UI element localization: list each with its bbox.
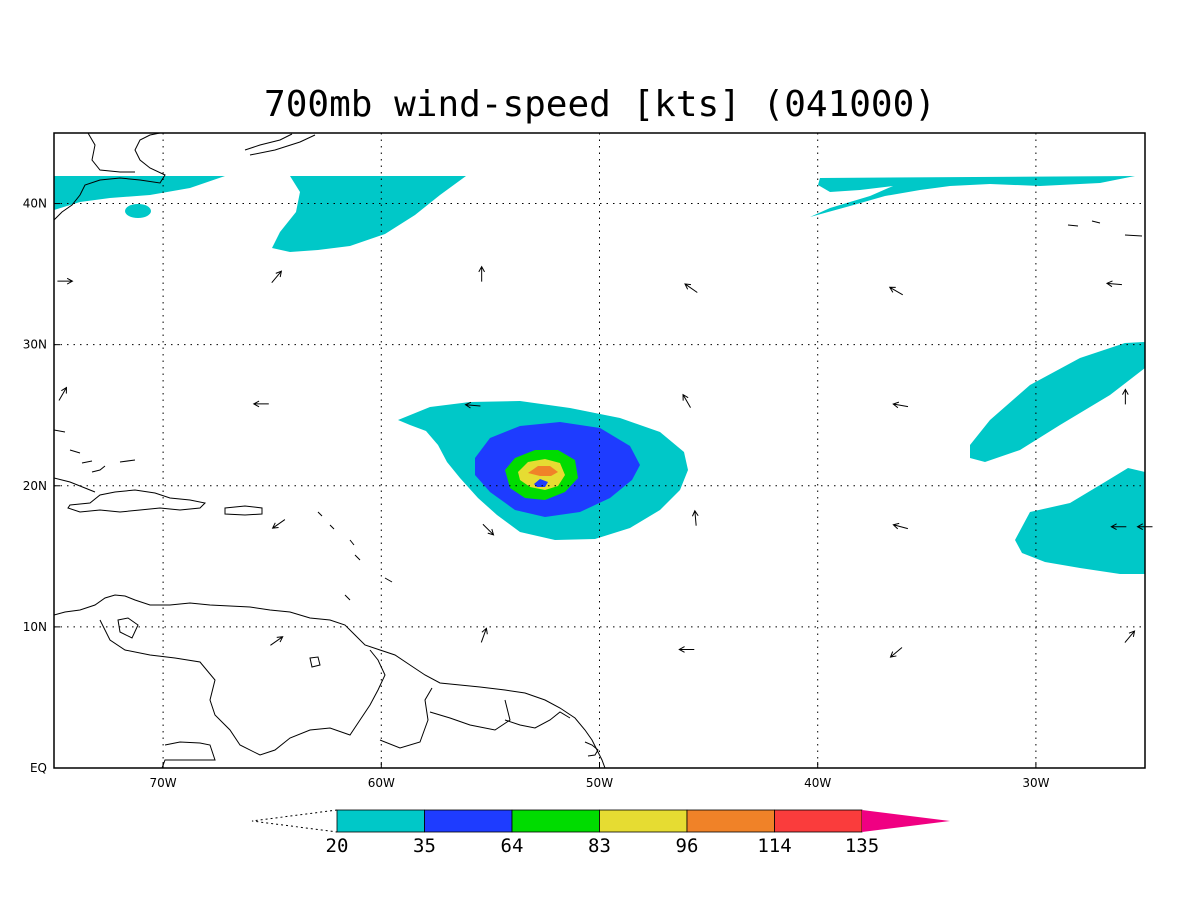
contour-35-kts-eye [534, 479, 548, 487]
contour-20-kts-northeast [810, 176, 1135, 217]
colorbar-segment [774, 809, 863, 833]
coastline-hispaniola [67, 489, 207, 513]
coastline-north-america [54, 133, 166, 221]
wind-vector-arrow [58, 386, 67, 401]
colorbar-label: 96 [676, 835, 699, 857]
wind-vector-arrow [464, 401, 481, 409]
lon-tick-label: 70W [150, 776, 177, 790]
wind-vector-arrow [480, 627, 488, 643]
coastline-puerto-rico [224, 505, 263, 516]
coastline-colombia [161, 741, 216, 768]
coastline-new-england [87, 133, 135, 173]
wind-contours [54, 176, 1145, 574]
wind-vector-arrow [478, 265, 485, 282]
coastline-azores [1067, 220, 1143, 237]
wind-vector-arrow [684, 283, 698, 293]
axis-ticks: 70W 60W 50W 40W 30W EQ 10N 20N 30N 40N [23, 197, 1050, 790]
wind-vector-arrow [1105, 280, 1122, 288]
colorbar-label: 35 [413, 835, 436, 857]
wind-vector-arrow [1124, 630, 1136, 643]
wind-vector-arrow [889, 647, 903, 658]
coastline-nova-scotia [244, 133, 316, 156]
lon-tick-label: 40W [804, 776, 831, 790]
colorbar: 20 35 64 83 96 114 135 [251, 809, 950, 857]
lat-tick-label: EQ [30, 761, 47, 775]
wind-vector-arrow [691, 509, 699, 526]
contour-20-kts-east-lower [1015, 468, 1145, 574]
plot-area [54, 133, 1145, 768]
lat-tick-label: 30N [23, 338, 47, 352]
wind-vector-arrow [57, 277, 74, 285]
colorbar-upper-triangle [862, 810, 950, 832]
coastline-venezuela-interior [99, 619, 386, 756]
colorbar-segment [599, 809, 688, 833]
lon-tick-label: 60W [368, 776, 395, 790]
lon-tick-label: 30W [1022, 776, 1049, 790]
wind-vector-arrow [271, 519, 286, 529]
wind-vector-arrow [252, 400, 269, 408]
colorbar-label: 83 [588, 835, 611, 857]
coastline-amazon-delta [584, 741, 599, 757]
lat-tick-label: 40N [23, 197, 47, 211]
colorbar-label: 114 [757, 835, 791, 857]
colorbar-segment [511, 809, 600, 833]
colorbar-label: 20 [326, 835, 349, 857]
wind-vector-arrow [1122, 388, 1129, 405]
coastline-lake-maracaibo [117, 617, 139, 639]
wind-vector-arrow [682, 393, 691, 408]
colorbar-label: 64 [501, 835, 524, 857]
map-title: 700mb wind-speed [kts] (041000) [264, 84, 936, 125]
colorbar-segment [686, 809, 775, 833]
lat-tick-label: 10N [23, 620, 47, 634]
contour-20-kts-northwest [54, 176, 225, 210]
coastlines [54, 133, 1143, 768]
colorbar-segment [424, 809, 513, 833]
colorbar-lower-triangle [251, 809, 338, 833]
colorbar-label: 135 [845, 835, 879, 857]
coastline-cuba [54, 465, 106, 493]
wind-vector-arrow [888, 286, 903, 296]
wind-vector-arrow [482, 523, 495, 536]
contour-96-kts [528, 466, 558, 476]
colorbar-segment [336, 809, 425, 833]
coastline-trinidad [309, 656, 321, 668]
wind-vector-arrow [892, 522, 908, 530]
contour-20-kts-north-center [272, 176, 466, 252]
contour-20-kts-small-patch [125, 204, 151, 218]
wind-vector-arrow [271, 270, 283, 284]
lat-tick-label: 20N [23, 479, 47, 493]
coastline-islands [54, 429, 393, 601]
coastline-guianas [379, 687, 571, 749]
coastline-south-america [54, 594, 606, 768]
wind-vector-arrow [1110, 523, 1127, 531]
wind-vector-arrow [678, 646, 695, 653]
wind-vector-arrow [892, 401, 909, 409]
lon-tick-label: 50W [586, 776, 613, 790]
contour-20-kts-east-upper [970, 342, 1145, 462]
wind-vector-arrow [270, 636, 284, 646]
